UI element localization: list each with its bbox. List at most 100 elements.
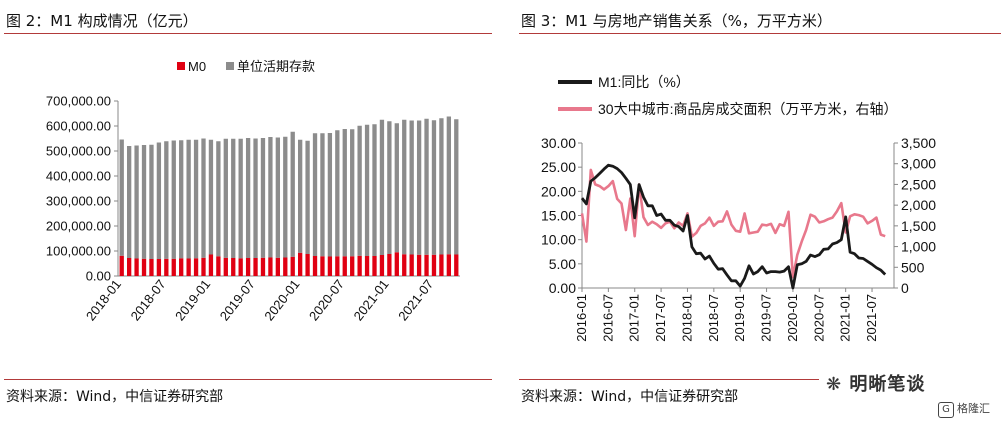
bar-deposit [335,130,340,257]
bar-m0 [454,254,459,276]
x-tick-label: 2020-07 [811,294,826,342]
x-tick-label: 2019-01 [732,294,747,342]
x-tick-label: 2016-07 [600,294,615,342]
y-tick-label: 100,000.00 [46,244,111,259]
bar-m0 [297,252,303,276]
right-chart-title: 图 3：M1 与房地产销售关系（%，万平方米） [521,12,832,30]
bar-m0 [245,258,251,276]
bar-deposit [290,131,295,257]
bar-m0 [394,252,399,276]
bar-deposit [312,133,318,256]
bar-deposit [223,138,228,258]
bar-deposit [126,146,132,258]
y-tick-label: 700,000.00 [46,94,111,109]
left-chart-title: 图 2：M1 构成情况（亿元） [6,12,198,30]
bar-m0 [216,256,221,276]
bar-m0 [134,258,139,276]
bar-m0 [283,257,288,276]
bar-m0 [201,257,206,276]
legend-label-1: 30大中城市:商品房成交面积（万平方米，右轴） [598,101,897,117]
bar-m0 [223,257,228,276]
y-left-tick-label: 5.00 [549,256,576,272]
x-tick-label: 2016-01 [574,294,589,342]
bar-m0 [431,254,437,276]
x-tick-label: 2017-07 [653,294,668,342]
m1-vs-property-chart: M1:同比（%） 30大中城市:商品房成交面积（万平方米，右轴） 0.00 5.00 1… [541,74,936,342]
bar-deposit [320,133,325,257]
bar-m0 [372,256,377,276]
bar-deposit [409,120,414,255]
left-source-note: 资料来源：Wind，中信证券研究部 [6,389,224,405]
left-title-rule [4,33,492,34]
bar-deposit [357,125,362,256]
bar-deposit [171,140,176,259]
bar-deposit [179,140,184,259]
badge-text: 格隆汇 [957,402,990,415]
bar-m0 [268,257,273,276]
y-right-tick-label: 2,000 [901,197,936,213]
bar-m0 [387,254,392,276]
y-left-tick-label: 30.00 [541,135,576,151]
bar-deposit [253,138,258,258]
y-left-tick-label: 25.00 [541,159,576,175]
bar-deposit [342,129,347,257]
bar-m0 [379,255,385,276]
bar-deposit [149,144,154,259]
y-right-tick-label: 0 [901,280,909,296]
x-tick-label: 2018-01 [679,294,694,342]
legend-label-0: M0 [188,59,206,74]
bar-m0 [231,258,236,276]
bar-m0 [290,256,295,276]
bar-m0 [238,258,243,276]
left-source-rule [4,379,492,380]
bar-deposit [216,141,221,257]
bar-m0 [350,256,355,276]
m1-composition-chart: M0 单位活期存款 0.00 100,000.00 200,000.00 300,000.… [46,59,460,324]
x-tick-label: 2021-01 [351,277,392,324]
bar-m0 [164,258,169,276]
bar-deposit [245,138,251,258]
bar-deposit [372,124,377,256]
bar-deposit [275,137,281,258]
bar-m0 [364,256,370,276]
y-right-tick-label: 3,500 [901,135,936,151]
right-title-rule [519,33,1001,34]
bar-m0 [253,258,258,276]
series-line-m1-yoy [580,163,887,290]
bar-m0 [424,254,429,276]
bar-m0 [320,256,325,276]
bar-deposit [297,139,303,253]
x-tick-label: 2021-07 [395,277,436,324]
bar-m0 [357,255,362,276]
x-tick-label: 2021-07 [864,294,879,342]
bar-m0 [305,254,310,276]
bar-m0 [186,258,191,276]
y-left-tick-label: 15.00 [541,208,576,224]
y-left-tick-label: 20.00 [541,183,576,199]
y-tick-label: 600,000.00 [46,119,111,134]
badge-icon: G [938,402,954,418]
bar-deposit [201,138,206,258]
right-source-note: 资料来源：Wind，中信证券研究部 [521,389,739,405]
y-tick-label: 0.00 [86,269,111,284]
bar-m0 [416,254,422,276]
y-right-tick-label: 1,500 [901,218,936,234]
y-tick-label: 500,000.00 [46,144,111,159]
bar-deposit [208,139,214,255]
bar-m0 [312,256,318,276]
y-right-tick-label: 500 [901,259,925,275]
bar-deposit [454,119,459,255]
bar-deposit [268,137,273,258]
bar-deposit [431,120,437,255]
watermark-badge: G 格隆汇 [938,400,990,418]
bar-m0 [193,258,199,276]
bar-m0 [275,257,281,276]
x-tick-label: 2018-01 [83,277,124,324]
y-tick-label: 200,000.00 [46,219,111,234]
bar-deposit [364,124,370,256]
bar-m0 [149,259,154,276]
y-right-tick-label: 2,500 [901,176,936,192]
bar-deposit [193,139,199,259]
bar-deposit [283,136,288,258]
bar-m0 [179,258,184,276]
